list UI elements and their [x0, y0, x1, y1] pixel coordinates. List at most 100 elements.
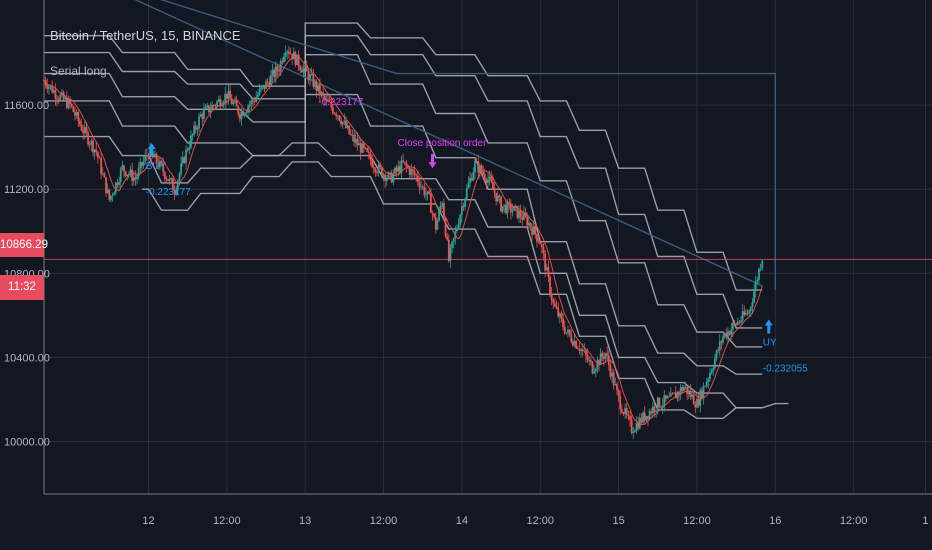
candle-body — [562, 318, 564, 327]
candle-body — [452, 237, 455, 242]
candle-body — [158, 160, 161, 168]
candle-body — [54, 90, 57, 99]
candle-body — [180, 163, 183, 174]
candle-body — [581, 349, 584, 351]
last-price-tag: 10866.29 — [0, 233, 48, 257]
candle-body — [392, 174, 395, 183]
candle-body — [354, 138, 357, 143]
y-tick-label: 10400.00 — [4, 352, 50, 364]
candle-body — [560, 313, 563, 319]
candle-body — [198, 116, 200, 129]
candle-body — [172, 178, 174, 191]
candle-body — [287, 51, 290, 54]
strategy-label[interactable]: Serial long — [50, 64, 107, 78]
candle-body — [77, 111, 80, 121]
candle-body — [273, 69, 276, 77]
candle-body — [596, 360, 599, 370]
trade-label: -0.232055 — [763, 364, 808, 375]
candle-body — [88, 144, 91, 146]
candle-body — [738, 321, 741, 323]
candle-body — [722, 336, 724, 343]
candle-body — [59, 95, 62, 100]
candle-body — [552, 299, 555, 304]
candle-body — [366, 148, 369, 152]
x-tick-label: 14 — [456, 515, 468, 527]
candle-body — [149, 147, 152, 158]
candle-body — [451, 241, 453, 248]
candle-body — [343, 120, 346, 123]
candle-body — [57, 99, 60, 101]
candle-body — [444, 218, 447, 237]
candle-body — [412, 169, 414, 172]
x-tick-label: 12:00 — [370, 515, 398, 527]
candle-body — [400, 160, 403, 173]
symbol-title[interactable]: Bitcoin / TetherUS, 15, BINANCE — [50, 28, 241, 43]
candle-body — [346, 125, 349, 128]
candle-body — [289, 53, 292, 55]
candle-body — [740, 320, 742, 323]
candle-body — [255, 97, 258, 102]
candle-body — [178, 173, 181, 181]
candle-body — [622, 412, 625, 414]
candle-body — [129, 169, 132, 175]
candle-body — [371, 160, 374, 167]
candle-body — [593, 371, 596, 374]
candlestick-series — [43, 45, 764, 439]
candle-body — [433, 213, 436, 217]
candle-body — [421, 186, 424, 188]
candle-body — [216, 101, 218, 107]
candle-body — [647, 416, 649, 419]
candle-body — [132, 177, 135, 181]
candle-body — [611, 372, 613, 377]
candle-body — [348, 125, 351, 134]
candle-body — [532, 226, 535, 235]
candle-body — [320, 92, 323, 96]
candle-body — [160, 160, 163, 165]
candle-body — [594, 369, 597, 372]
candle-body — [465, 188, 468, 199]
candle-body — [627, 414, 630, 417]
candle-body — [604, 353, 607, 359]
candle-body — [137, 168, 140, 177]
candle-body — [154, 153, 156, 158]
candle-body — [638, 417, 641, 429]
candle-body — [713, 358, 716, 368]
candle-body — [488, 176, 491, 179]
candle-body — [110, 195, 112, 200]
candle-body — [674, 392, 677, 399]
candle-body — [527, 222, 530, 226]
candle-body — [256, 94, 259, 98]
candle-body — [193, 125, 196, 135]
candle-body — [217, 99, 220, 102]
candle-body — [567, 329, 569, 333]
candle-body — [98, 157, 101, 159]
candle-body — [301, 69, 303, 73]
candle-body — [353, 134, 356, 143]
candle-body — [523, 212, 525, 220]
candle-body — [759, 268, 762, 270]
candle-body — [741, 311, 744, 321]
candle-body — [338, 115, 341, 121]
candle-body — [679, 387, 682, 395]
moving-average-line — [43, 54, 763, 426]
candle-body — [754, 281, 757, 292]
candle-body — [449, 247, 452, 261]
candle-body — [643, 412, 646, 421]
candle-body — [74, 112, 76, 116]
candle-body — [658, 397, 661, 408]
candle-body — [585, 350, 587, 356]
candle-body — [462, 205, 465, 207]
candle-body — [131, 169, 134, 181]
candle-body — [425, 194, 427, 196]
candle-body — [167, 179, 169, 181]
candle-body — [258, 88, 261, 95]
candle-body — [93, 149, 96, 153]
candle-body — [436, 220, 439, 230]
candle-body — [162, 164, 165, 172]
candle-body — [624, 407, 627, 414]
candle-body — [650, 411, 653, 414]
candle-body — [669, 393, 672, 397]
candle-body — [415, 174, 418, 176]
candle-body — [206, 105, 209, 108]
